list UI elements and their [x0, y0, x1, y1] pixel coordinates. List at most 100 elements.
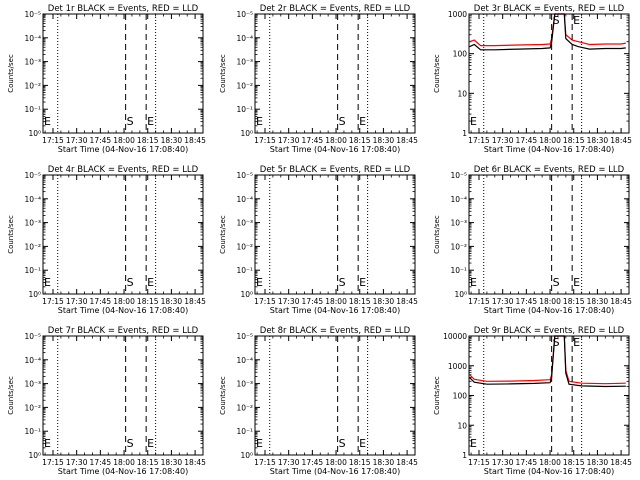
x-tick-label: 18:00	[539, 297, 561, 306]
x-tick-label: 18:45	[396, 297, 418, 306]
x-tick-label: 17:45	[516, 136, 538, 145]
x-tick-label: 17:45	[302, 136, 324, 145]
plot-frame	[42, 335, 204, 456]
y-tick-label: 10⁻⁴	[24, 34, 41, 43]
y-axis-label: Counts/sec	[433, 215, 441, 254]
y-axis-label: Counts/sec	[7, 54, 15, 93]
x-tick-label: 18:15	[563, 458, 585, 467]
dashed-marker-label: S	[339, 437, 346, 450]
x-tick-label: 18:30	[373, 458, 395, 467]
y-tick-label: 10⁻³	[450, 219, 467, 228]
y-tick-label: 10⁻²	[236, 242, 253, 251]
lld-series-line	[469, 335, 626, 385]
y-tick-label: 10⁻²	[236, 403, 253, 412]
x-tick-label: 17:15	[254, 297, 276, 306]
x-tick-label: 17:45	[90, 297, 112, 306]
x-tick-label: 18:00	[539, 136, 561, 145]
x-tick-label: 17:45	[90, 136, 112, 145]
y-tick-label: 10⁻¹	[236, 105, 253, 114]
x-tick-label: 18:00	[325, 136, 347, 145]
y-tick-label: 100	[453, 50, 468, 59]
edge-marker-label: E	[256, 276, 263, 289]
y-tick-label: 10⁰	[28, 451, 41, 460]
events-series-line	[469, 13, 626, 51]
lld-series-line	[469, 13, 626, 47]
plot-frame	[468, 335, 630, 456]
x-tick-label: 18:45	[610, 297, 632, 306]
plot-frame	[468, 13, 630, 134]
x-tick-label: 17:30	[66, 297, 88, 306]
y-tick-label: 10⁻³	[24, 380, 41, 389]
x-tick-label: 18:15	[349, 458, 371, 467]
y-tick-label: 10⁻²	[24, 242, 41, 251]
dashed-marker-label: S	[553, 336, 560, 349]
edge-marker-label: E	[470, 115, 477, 128]
dashed-marker-label: E	[359, 115, 366, 128]
detector-panel-2: Det 2r BLACK = Events, RED = LLD 10⁰ 10⁻¹ 1…	[219, 4, 418, 154]
x-tick-label: 17:15	[254, 458, 276, 467]
detector-panel-9: Det 9r BLACK = Events, RED = LLD 1 10 100 10…	[433, 326, 632, 476]
y-tick-label: 10⁻⁵	[24, 171, 41, 180]
panel-title: Det 5r BLACK = Events, RED = LLD	[260, 165, 411, 175]
y-tick-label: 10⁻²	[24, 403, 41, 412]
dashed-marker-label: S	[339, 276, 346, 289]
events-series-line	[469, 335, 626, 388]
y-tick-label: 10⁻⁵	[24, 332, 41, 341]
x-tick-label: 17:15	[42, 458, 64, 467]
dashed-marker-label: S	[553, 14, 560, 27]
x-tick-label: 17:15	[468, 458, 490, 467]
edge-marker-label: E	[44, 115, 51, 128]
y-tick-label: 10⁻³	[24, 219, 41, 228]
x-tick-label: 17:45	[516, 458, 538, 467]
edge-marker-label: E	[44, 437, 51, 450]
x-tick-label: 18:15	[563, 136, 585, 145]
y-tick-label: 100	[453, 392, 468, 401]
y-tick-label: 10⁰	[28, 290, 41, 299]
x-axis-label: Start Time (04-Nov-16 17:08:40)	[484, 467, 614, 476]
x-tick-label: 17:15	[468, 297, 490, 306]
detector-panel-1: Det 1r BLACK = Events, RED = LLD 10⁰ 10⁻¹ 1…	[7, 4, 206, 154]
y-tick-label: 10⁻¹	[24, 427, 41, 436]
x-tick-label: 18:15	[137, 297, 159, 306]
dashed-marker-label: E	[573, 14, 580, 27]
x-tick-label: 17:45	[302, 458, 324, 467]
x-tick-label: 18:30	[161, 297, 183, 306]
y-tick-label: 10⁻⁴	[24, 195, 41, 204]
edge-marker-label: E	[470, 276, 477, 289]
x-tick-label: 18:00	[539, 458, 561, 467]
y-tick-label: 10⁰	[240, 451, 253, 460]
panel-title: Det 9r BLACK = Events, RED = LLD	[474, 326, 625, 336]
x-tick-label: 18:15	[137, 136, 159, 145]
y-axis-label: Counts/sec	[219, 54, 227, 93]
x-tick-label: 18:00	[113, 297, 135, 306]
y-axis-label: Counts/sec	[7, 215, 15, 254]
x-tick-label: 17:15	[254, 136, 276, 145]
x-axis-label: Start Time (04-Nov-16 17:08:40)	[58, 306, 188, 315]
x-tick-label: 18:30	[161, 136, 183, 145]
y-tick-label: 10⁰	[240, 129, 253, 138]
x-tick-label: 17:30	[492, 458, 514, 467]
y-tick-label: 10⁻¹	[450, 266, 467, 275]
y-tick-label: 10⁻⁴	[450, 195, 467, 204]
x-axis-label: Start Time (04-Nov-16 17:08:40)	[270, 467, 400, 476]
y-tick-label: 10⁻²	[24, 81, 41, 90]
dashed-marker-label: S	[127, 276, 134, 289]
x-tick-label: 18:45	[610, 136, 632, 145]
x-axis-label: Start Time (04-Nov-16 17:08:40)	[484, 306, 614, 315]
plot-frame	[42, 13, 204, 134]
x-tick-label: 18:45	[184, 458, 206, 467]
y-tick-label: 10⁻¹	[236, 427, 253, 436]
dashed-marker-label: S	[339, 115, 346, 128]
dashed-marker-label: E	[147, 276, 154, 289]
plot-frame	[254, 13, 416, 134]
panel-title: Det 6r BLACK = Events, RED = LLD	[474, 165, 625, 175]
y-axis-label: Counts/sec	[219, 215, 227, 254]
x-tick-label: 18:30	[373, 136, 395, 145]
y-axis-label: Counts/sec	[433, 376, 441, 415]
x-tick-label: 18:00	[325, 297, 347, 306]
y-tick-label: 10⁻⁴	[236, 356, 253, 365]
x-tick-label: 17:45	[90, 458, 112, 467]
panel-title: Det 1r BLACK = Events, RED = LLD	[48, 4, 199, 14]
y-axis-label: Counts/sec	[219, 376, 227, 415]
y-tick-label: 10⁻⁵	[236, 10, 253, 19]
